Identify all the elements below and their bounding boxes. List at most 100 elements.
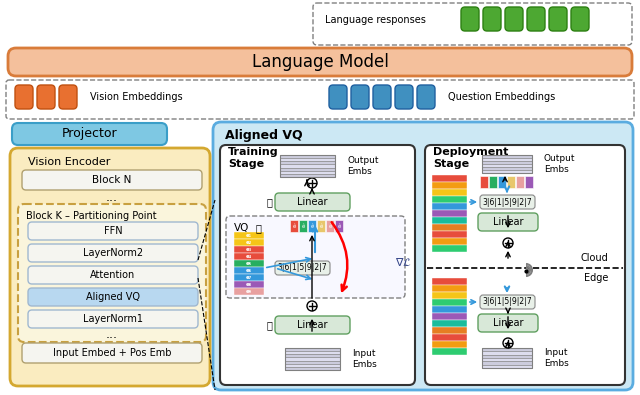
FancyBboxPatch shape [527, 7, 545, 31]
Text: Linear: Linear [297, 320, 327, 330]
Bar [482, 155, 532, 173]
Text: Vision Encoder: Vision Encoder [28, 157, 110, 167]
Text: e₉: e₉ [246, 289, 252, 294]
Bar [280, 155, 335, 158]
Text: e₂: e₂ [246, 240, 252, 245]
Bar [482, 348, 532, 351]
Text: e₇: e₇ [246, 275, 252, 280]
FancyBboxPatch shape [351, 85, 369, 109]
FancyBboxPatch shape [275, 261, 330, 275]
Text: e₄: e₄ [246, 254, 252, 259]
Bar [482, 164, 532, 167]
Text: 3|6|1|5|9|2|7: 3|6|1|5|9|2|7 [277, 263, 327, 273]
Circle shape [503, 238, 513, 248]
Bar [234, 281, 264, 288]
Text: $\nabla\mathcal{L}$: $\nabla\mathcal{L}$ [395, 256, 412, 268]
Bar [285, 364, 340, 367]
Text: Input
Embs: Input Embs [544, 348, 569, 368]
Bar [482, 355, 532, 358]
Bar [234, 253, 264, 260]
Bar [234, 288, 264, 295]
Text: Block K – Partitioning Point: Block K – Partitioning Point [26, 211, 157, 221]
FancyBboxPatch shape [425, 145, 625, 385]
Bar [432, 231, 467, 237]
Bar [234, 260, 264, 267]
Text: e₈: e₈ [246, 282, 252, 287]
FancyBboxPatch shape [12, 123, 167, 145]
Text: Output
Embs: Output Embs [544, 154, 575, 174]
Text: Cloud: Cloud [580, 253, 608, 263]
Bar [280, 155, 335, 177]
Text: Language Model: Language Model [252, 53, 388, 71]
Text: e₆: e₆ [246, 268, 252, 273]
Circle shape [307, 301, 317, 311]
Text: ê: ê [292, 224, 296, 228]
Bar [498, 176, 506, 188]
FancyBboxPatch shape [10, 148, 210, 386]
Bar [432, 245, 467, 252]
Bar [507, 176, 515, 188]
Text: Projector: Projector [62, 128, 118, 141]
Circle shape [503, 338, 513, 348]
Circle shape [307, 178, 317, 188]
Bar [432, 327, 467, 333]
Bar [482, 361, 532, 365]
Text: ...: ... [106, 190, 118, 203]
FancyBboxPatch shape [329, 85, 347, 109]
FancyBboxPatch shape [15, 85, 33, 109]
FancyBboxPatch shape [59, 85, 77, 109]
Bar [432, 182, 467, 188]
Bar [234, 267, 264, 273]
Bar [280, 167, 335, 171]
Bar [285, 354, 340, 357]
FancyBboxPatch shape [505, 7, 523, 31]
FancyBboxPatch shape [478, 213, 538, 231]
Text: ê: ê [328, 224, 332, 228]
FancyBboxPatch shape [28, 310, 198, 328]
Bar [335, 220, 343, 232]
Bar [285, 357, 340, 361]
Bar [280, 161, 335, 164]
Text: e₃: e₃ [246, 247, 252, 252]
Bar [432, 285, 467, 292]
FancyBboxPatch shape [37, 85, 55, 109]
Bar [432, 189, 467, 196]
Bar [482, 348, 532, 368]
Text: ê: ê [319, 224, 323, 228]
Bar [432, 196, 467, 203]
FancyBboxPatch shape [28, 222, 198, 240]
Text: FFN: FFN [104, 226, 122, 236]
Text: e₅: e₅ [246, 261, 252, 266]
FancyBboxPatch shape [275, 193, 350, 211]
Bar [285, 361, 340, 364]
FancyBboxPatch shape [478, 314, 538, 332]
Bar [234, 246, 264, 252]
Text: Vision Embeddings: Vision Embeddings [90, 92, 182, 102]
Text: 🔥: 🔥 [255, 223, 261, 233]
Bar [482, 365, 532, 368]
FancyBboxPatch shape [480, 195, 535, 209]
Bar [432, 224, 467, 231]
Bar [280, 158, 335, 161]
Bar [234, 274, 264, 280]
Bar [482, 358, 532, 361]
Text: ê: ê [301, 224, 305, 228]
Bar [432, 203, 467, 209]
Bar [234, 232, 264, 239]
FancyBboxPatch shape [22, 170, 202, 190]
FancyBboxPatch shape [226, 216, 405, 298]
Bar [482, 155, 532, 158]
Text: Deployment
Stage: Deployment Stage [433, 147, 508, 169]
Bar [285, 348, 340, 351]
FancyBboxPatch shape [28, 288, 198, 306]
Text: Input Embed + Pos Emb: Input Embed + Pos Emb [52, 348, 172, 358]
Bar [480, 176, 488, 188]
Bar [308, 220, 316, 232]
Bar [280, 174, 335, 177]
FancyBboxPatch shape [480, 295, 535, 309]
FancyBboxPatch shape [313, 3, 632, 45]
Text: Linear: Linear [493, 318, 524, 328]
Text: Linear: Linear [493, 217, 524, 227]
Bar [280, 164, 335, 167]
FancyBboxPatch shape [8, 48, 632, 76]
